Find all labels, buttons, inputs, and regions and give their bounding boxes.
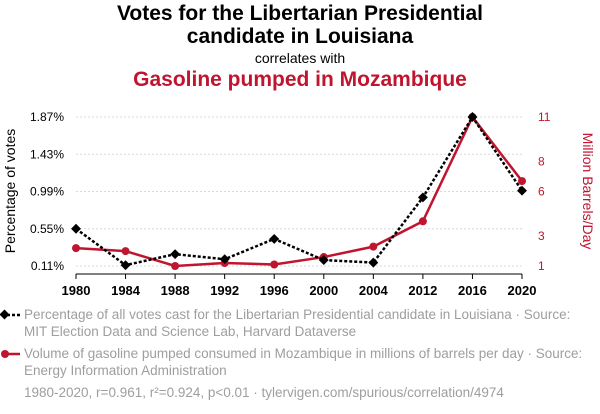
y-tick-label: 0.11%	[31, 259, 64, 273]
series2-point	[369, 242, 378, 251]
series2-line	[75, 114, 523, 268]
y-tick-label: 0.99%	[30, 185, 64, 199]
series2-point	[121, 247, 130, 256]
x-tick-label: 2016	[458, 283, 487, 298]
x-tick-label: 1996	[260, 283, 289, 298]
y2-tick-label: 8	[538, 155, 545, 169]
x-tick-label: 1992	[210, 283, 239, 298]
series1-point	[170, 249, 181, 260]
series1-point	[219, 254, 230, 265]
y-axis-title: Percentage of votes	[2, 129, 18, 254]
y2-tick-label: 6	[538, 185, 545, 199]
series2-point	[270, 260, 279, 269]
x-tick-label: 2012	[408, 283, 437, 298]
y2-tick-label: 3	[538, 229, 545, 243]
y-tick-label: 0.55%	[30, 222, 64, 236]
y-tick-label: 1.87%	[30, 110, 64, 124]
x-tick-label: 2004	[359, 283, 389, 298]
y2-axis-title: Million Barrels/Day	[580, 133, 596, 250]
series2-point	[171, 262, 180, 270]
legend-series2-text: Volume of gasoline pumped consumed in Mo…	[24, 346, 583, 378]
series1-point	[269, 233, 280, 244]
series2-point	[72, 244, 80, 253]
chart-title-line1: Votes for the Libertarian Presidential	[116, 2, 484, 25]
chart-title-line3: Gasoline pumped in Mozambique	[133, 68, 467, 91]
y-tick-label: 1.43%	[30, 147, 64, 161]
x-tick-label: 1988	[161, 283, 190, 298]
correlates-with-label: correlates with	[254, 50, 346, 66]
y2-tick-label: 1	[538, 259, 545, 273]
y2-tick-label: 11	[538, 110, 551, 124]
legend-series1-text: Percentage of all votes cast for the Lib…	[24, 307, 571, 339]
series1-point	[71, 223, 81, 234]
series2-point	[518, 177, 526, 186]
series1-point	[368, 257, 379, 268]
x-tick-label: 1980	[62, 283, 91, 298]
x-tick-label: 1984	[111, 283, 141, 298]
series1-point	[417, 192, 428, 203]
footer-stats: 1980-2020, r=0.961, r²=0.924, p<0.01 · t…	[24, 385, 504, 400]
x-tick-label: 2000	[309, 283, 338, 298]
series1-line	[75, 114, 524, 267]
series1-point	[318, 255, 329, 266]
series2-point	[418, 217, 427, 226]
x-tick-label: 2020	[508, 283, 537, 298]
series1-point	[517, 185, 527, 196]
chart-title-line2: candidate in Louisiana	[186, 25, 414, 48]
